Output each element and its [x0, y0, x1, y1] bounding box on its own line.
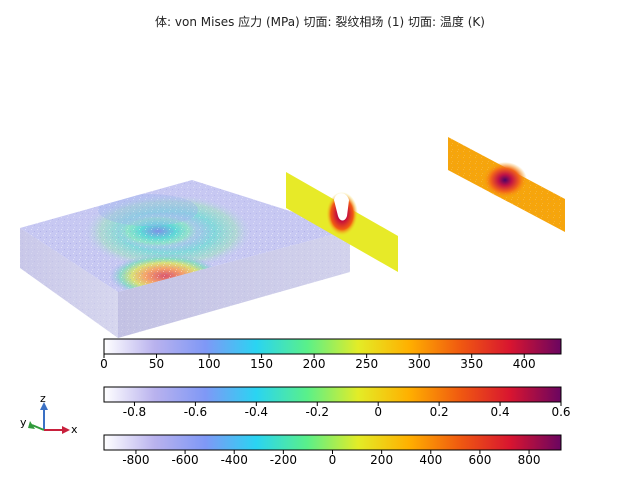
colorbar-tick-label: 250	[355, 357, 378, 371]
colorbar-tick-label: 0	[374, 405, 382, 419]
colorbar-tick-label: 600	[468, 453, 491, 467]
colorbar-legend-group: 0 50 100 150 200 250 300 350 400 -0.8 -0.6 -0.4 -0.2…	[100, 338, 571, 467]
colorbar-tick-label: -0.8	[123, 405, 146, 419]
colorbar-gradient	[103, 338, 562, 355]
colorbar-tick-label: 400	[419, 453, 442, 467]
colorbar-gradient	[103, 434, 562, 451]
colorbar-tick-label: -0.4	[245, 405, 268, 419]
axis-z-label: z	[40, 392, 46, 405]
axis-y-label: y	[20, 416, 27, 429]
colorbar-tick-label: 0	[329, 453, 337, 467]
axis-triad[interactable]: z y x	[20, 392, 78, 436]
colorbar-von-mises-stress: 0 50 100 150 200 250 300 350 400	[100, 338, 562, 371]
colorbar-tick-label: 50	[149, 357, 164, 371]
colorbar-tick-label: 200	[370, 453, 393, 467]
colorbar-crack-phase-field: -0.8 -0.6 -0.4 -0.2 0 0.2 0.4 0.6	[103, 386, 571, 419]
colorbar-tick-label: 150	[250, 357, 273, 371]
colorbar-tick-label: -800	[122, 453, 149, 467]
colorbar-tick-label: 0.4	[491, 405, 510, 419]
colorbar-tick-label: -0.6	[184, 405, 207, 419]
colorbar-tick-label: 300	[408, 357, 431, 371]
colorbar-tick-label: -600	[171, 453, 198, 467]
colorbar-gradient	[103, 386, 562, 403]
colorbar-tick-label: 400	[513, 357, 536, 371]
colorbar-tick-label: 350	[460, 357, 483, 371]
colorbar-tick-label: 200	[303, 357, 326, 371]
colorbar-tick-label: -0.2	[306, 405, 329, 419]
colorbar-tick-label: 0.2	[430, 405, 449, 419]
colorbar-tick-label: -400	[221, 453, 248, 467]
colorbar-tick-label: -200	[270, 453, 297, 467]
temperature-slice[interactable]	[448, 137, 565, 232]
colorbar-tick-label: 100	[198, 357, 221, 371]
crack-notch	[334, 193, 349, 221]
axis-x-label: x	[71, 423, 78, 436]
colorbar-tick-label: 0	[100, 357, 108, 371]
colorbar-temperature: -800 -600 -400 -200 0 200 400 600 800	[103, 434, 562, 467]
crack-phase-slice[interactable]	[286, 172, 398, 272]
plot-title: 体: von Mises 应力 (MPa) 切面: 裂纹相场 (1) 切面: 温…	[155, 15, 485, 29]
colorbar-tick-label: 800	[518, 453, 541, 467]
colorbar-tick-label: 0.6	[551, 405, 570, 419]
